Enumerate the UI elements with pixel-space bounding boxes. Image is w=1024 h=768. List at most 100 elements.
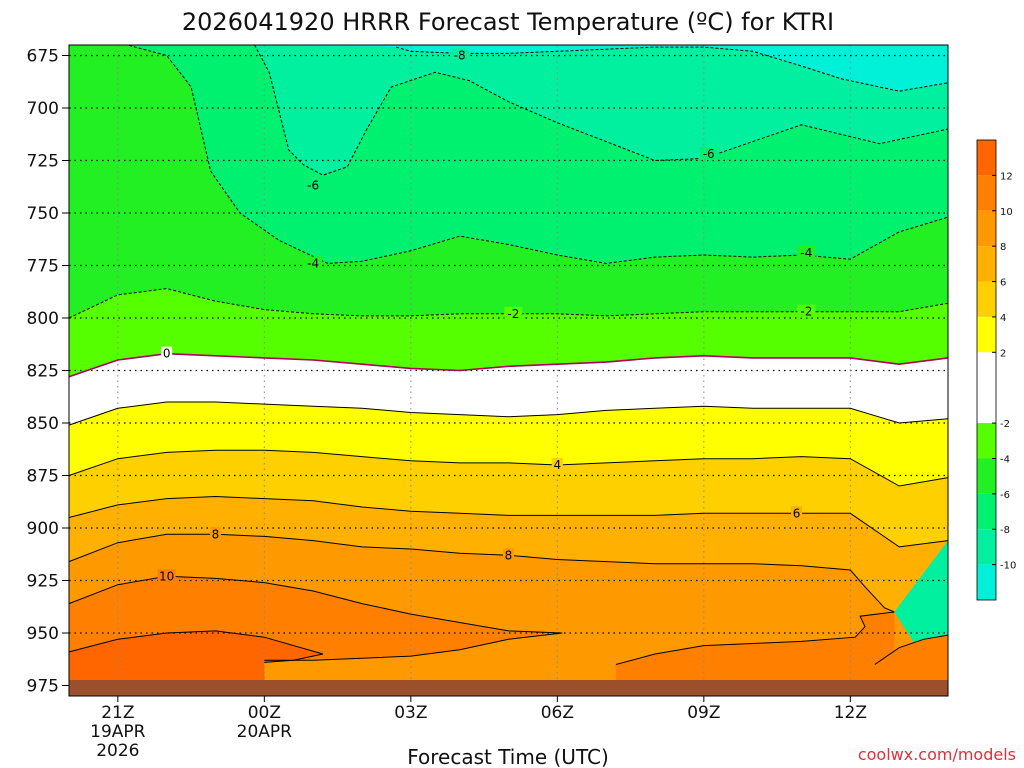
y-tick-label: 675 xyxy=(27,47,59,67)
contour-label-bg xyxy=(504,306,523,320)
contour-label-bg xyxy=(161,346,173,360)
contour-lines xyxy=(68,44,949,665)
contour-label: -4 xyxy=(800,246,812,260)
contour-label-bg xyxy=(450,48,469,62)
temp-band-warm-1 xyxy=(615,612,895,696)
contour-label: -2 xyxy=(507,307,519,321)
y-axis: 675 700 725 750 775 800 825 850 875 900 925 950 975 xyxy=(27,47,69,697)
temp-band-4 xyxy=(69,288,948,377)
contour-line xyxy=(68,533,895,613)
x-tick-label: 12Z xyxy=(834,703,867,723)
colorbar-band xyxy=(977,458,996,494)
contour-labels: -8 -6 -6 -4 -4 -2 -2 0 4 6 8 8 10 xyxy=(157,48,816,583)
colorbar-label: 12 xyxy=(1000,171,1013,182)
colorbar-frame xyxy=(976,139,997,601)
y-tick-label: 850 xyxy=(27,414,59,434)
colorbar-band xyxy=(977,140,996,176)
contour-label: 4 xyxy=(554,458,562,472)
temp-band-0 xyxy=(69,45,948,92)
y-tick-label: 700 xyxy=(27,99,59,119)
colorbar-label: -10 xyxy=(1000,561,1016,572)
x-axis-title: Forecast Time (UTC) xyxy=(407,745,609,768)
x-tick-year-label: 2026 xyxy=(96,741,139,761)
x-tick-label: 06Z xyxy=(541,703,574,723)
y-tick-label: 925 xyxy=(27,572,59,592)
temp-band-6 xyxy=(69,402,948,486)
colorbar-label: -2 xyxy=(1000,419,1010,430)
contour-line xyxy=(68,401,949,426)
colorbar-label: 2 xyxy=(1000,348,1006,359)
colorbar-label: -4 xyxy=(1000,454,1010,465)
credit-text: coolwx.com/models xyxy=(858,745,1016,764)
contour-label: 8 xyxy=(212,527,220,541)
contour-label: 6 xyxy=(793,506,801,520)
y-tick-label: 825 xyxy=(27,362,59,382)
colorbar: 12 10 8 6 4 2 -2 -4 -6 -8 -10 xyxy=(976,139,1016,601)
temp-band-1 xyxy=(254,45,949,176)
temperature-bands xyxy=(69,45,949,696)
temp-band-7 xyxy=(69,450,948,547)
contour-line xyxy=(254,44,949,176)
contour-label: -4 xyxy=(307,256,319,270)
colorbar-band xyxy=(977,529,996,565)
colorbar-band xyxy=(977,493,996,530)
contour-label-bg xyxy=(797,245,816,259)
x-tick-label: 09Z xyxy=(687,703,720,723)
colorbar-band xyxy=(977,564,996,600)
contour-line xyxy=(69,44,949,264)
y-tick-label: 875 xyxy=(27,467,59,487)
contour-label-bg xyxy=(797,304,816,318)
temp-band-hot xyxy=(69,630,323,696)
contour-line xyxy=(68,575,563,661)
contour-label-bg xyxy=(304,178,323,192)
y-tick-label: 950 xyxy=(27,624,59,644)
plot-area: -8 -6 -6 -4 -4 -2 -2 0 4 6 8 8 10 xyxy=(68,44,949,697)
x-tick-label: 21Z xyxy=(101,703,134,723)
temp-band-3 xyxy=(69,45,948,318)
temp-band-2 xyxy=(69,45,948,264)
contour-label-bg xyxy=(791,506,803,520)
x-tick-date-label: 20APR xyxy=(237,722,293,742)
contour-label-bg xyxy=(210,527,221,541)
colorbar-band xyxy=(977,175,996,211)
contour-label: -8 xyxy=(454,49,466,63)
colorbar-label: 10 xyxy=(1000,207,1013,218)
colorbar-label: -8 xyxy=(1000,525,1010,536)
contour-line xyxy=(68,352,949,378)
contour-label: -6 xyxy=(703,147,715,161)
chart-title: 2026041920 HRRR Forecast Temperature (ºC… xyxy=(182,8,834,36)
x-tick-date-label: 19APR xyxy=(90,722,146,742)
colorbar-label: -6 xyxy=(1000,490,1010,501)
contour-label-bg xyxy=(304,256,323,270)
colorbar-band xyxy=(977,352,996,424)
ground-surface xyxy=(69,680,948,696)
contour-label: 10 xyxy=(159,569,174,583)
contour-line xyxy=(874,634,949,665)
y-tick-label: 750 xyxy=(27,204,59,224)
y-tick-label: 725 xyxy=(27,152,59,172)
colorbar-band xyxy=(977,210,996,247)
colorbar-band xyxy=(977,281,996,317)
y-tick-label: 775 xyxy=(27,257,59,277)
contour-label-bg xyxy=(551,458,563,471)
y-tick-label: 975 xyxy=(27,677,59,697)
x-tick-label: 00Z xyxy=(248,703,281,723)
colorbar-label: 4 xyxy=(1000,313,1006,324)
contour-label: -6 xyxy=(307,179,319,193)
contour-label-bg xyxy=(157,569,176,583)
contour-line xyxy=(68,630,324,663)
contour-label-bg xyxy=(503,548,514,562)
contour-label: 0 xyxy=(163,347,171,361)
y-tick-label: 900 xyxy=(27,519,59,539)
contour-line xyxy=(615,611,895,665)
colorbar-band xyxy=(977,316,996,353)
y-tick-label: 800 xyxy=(27,309,59,329)
colorbar-label: 6 xyxy=(1000,278,1006,289)
contour-label-bg xyxy=(699,147,718,161)
x-tick-label: 03Z xyxy=(394,703,427,723)
contour-line xyxy=(68,449,949,487)
colorbar-band xyxy=(977,246,996,282)
colorbar-label: 8 xyxy=(1000,242,1006,253)
